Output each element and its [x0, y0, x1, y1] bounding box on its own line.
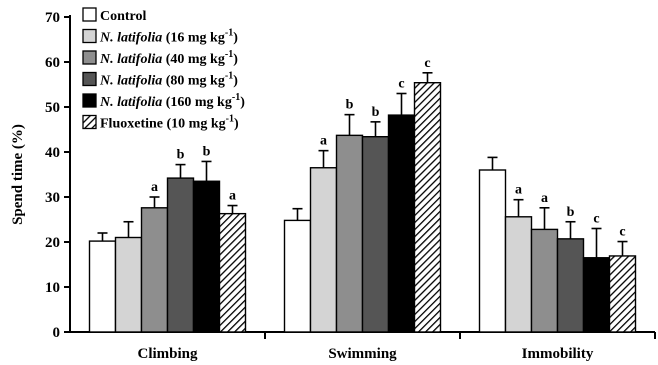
- legend-entry-name: N. latifolia: [99, 52, 162, 67]
- bar: [283, 219, 312, 333]
- bar: [582, 257, 611, 333]
- significance-label: a: [151, 180, 158, 195]
- significance-label: a: [541, 191, 548, 206]
- legend-entry-dose: (160 mg kg: [162, 95, 232, 110]
- legend-swatch: [82, 93, 97, 108]
- bar: [309, 167, 338, 333]
- bar: [504, 216, 533, 333]
- category-label: Immobility: [522, 346, 594, 362]
- y-tick-label: 50: [45, 100, 60, 116]
- legend-entry-dose: (10 mg kg: [163, 117, 226, 132]
- significance-label: a: [515, 183, 522, 198]
- legend-entry-name: N. latifolia: [99, 95, 162, 110]
- legend-swatch: [82, 7, 97, 22]
- legend-entry-close: ): [233, 52, 238, 67]
- legend-entry: Control: [100, 9, 147, 24]
- bar: [530, 228, 559, 333]
- significance-label: c: [619, 225, 625, 240]
- category-label: Climbing: [137, 346, 198, 362]
- legend-entry-dose: (40 mg kg: [162, 52, 225, 67]
- bar: [387, 114, 416, 333]
- bar: [361, 135, 390, 333]
- legend-entry: Fluoxetine (10 mg kg-1): [100, 114, 239, 132]
- legend-swatch: [82, 28, 97, 44]
- significance-label: b: [372, 105, 380, 120]
- significance-label: a: [229, 189, 236, 204]
- y-tick-label: 40: [45, 145, 60, 161]
- legend-entry: N. latifolia (160 mg kg-1): [99, 92, 245, 110]
- bar: [218, 212, 247, 333]
- bar: [413, 81, 442, 333]
- significance-label: b: [203, 144, 211, 159]
- significance-label: b: [346, 98, 354, 113]
- bar: [478, 169, 507, 333]
- legend-entry-close: ): [233, 31, 238, 46]
- legend-entry-exponent: -1: [232, 92, 240, 103]
- legend-entry-name: N. latifolia: [99, 31, 162, 46]
- significance-label: b: [177, 148, 185, 163]
- significance-label: c: [424, 56, 430, 71]
- bar: [556, 238, 585, 333]
- legend-entry-exponent: -1: [225, 28, 233, 39]
- legend-entry-close: ): [233, 74, 238, 89]
- legend-entry: N. latifolia (16 mg kg-1): [99, 28, 238, 46]
- significance-label: c: [593, 212, 599, 227]
- bar: [88, 240, 117, 333]
- category-label: Swimming: [328, 346, 397, 362]
- legend-swatch: [82, 71, 97, 87]
- legend-entry-dose: (80 mg kg: [162, 74, 225, 89]
- legend-entry: N. latifolia (40 mg kg-1): [99, 49, 238, 67]
- legend-swatch: [82, 114, 97, 130]
- bar: [114, 236, 143, 333]
- y-axis-label: Spend time (%): [10, 124, 26, 225]
- legend-entry-dose: (16 mg kg: [162, 31, 225, 46]
- legend-entry-exponent: -1: [226, 114, 234, 125]
- legend-entry-name: Fluoxetine: [100, 117, 163, 132]
- legend-entry-name: N. latifolia: [99, 74, 162, 89]
- y-tick-label: 70: [45, 10, 60, 26]
- significance-label: b: [567, 205, 575, 220]
- y-tick-label: 30: [45, 190, 60, 206]
- bar: [335, 134, 364, 333]
- legend-entry-close: ): [240, 95, 245, 110]
- y-tick-label: 0: [53, 325, 61, 341]
- significance-label: c: [398, 77, 404, 92]
- y-tick-label: 60: [45, 55, 60, 71]
- significance-label: a: [320, 134, 327, 149]
- bar: [608, 255, 637, 333]
- y-tick-label: 20: [45, 235, 60, 251]
- bar: [166, 177, 195, 333]
- legend-entry-exponent: -1: [225, 71, 233, 82]
- bar: [140, 207, 169, 333]
- legend-entry-close: ): [234, 117, 239, 132]
- legend-swatch: [82, 50, 97, 65]
- legend-entry: N. latifolia (80 mg kg-1): [99, 71, 238, 89]
- y-tick-label: 10: [45, 280, 60, 296]
- legend-entry-exponent: -1: [225, 49, 233, 60]
- bar: [192, 180, 221, 333]
